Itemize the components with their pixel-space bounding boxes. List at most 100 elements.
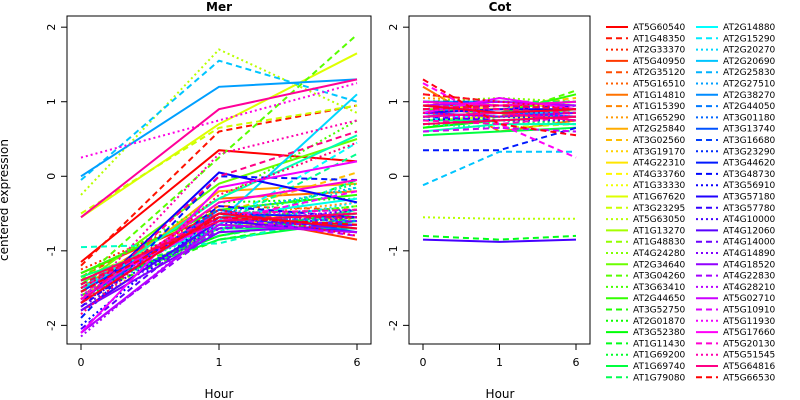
legend-label: AT5G66530 (723, 373, 776, 383)
series-line (80, 119, 358, 300)
legend-label: AT3G02560 (633, 136, 686, 146)
x-tick-label: 6 (354, 356, 361, 369)
series-line (423, 126, 577, 152)
series-line (80, 201, 358, 282)
y-axis-title: centered expression (0, 139, 11, 261)
legend-label: AT4G22310 (633, 159, 686, 169)
legend-label: AT3G23295 (633, 204, 685, 214)
legend-label: AT2G25840 (633, 125, 686, 135)
series-line (423, 104, 577, 111)
x-tick-label: 0 (420, 356, 427, 369)
series-line (422, 111, 577, 118)
y-tick-label: 1 (387, 98, 400, 105)
legend-label: AT5G60540 (633, 23, 686, 33)
series-line (80, 52, 358, 219)
series-line (80, 160, 358, 334)
y-tick-label: -2 (45, 320, 58, 331)
y-tick-label: -1 (45, 245, 58, 256)
panel-title-mer: Mer (206, 0, 232, 14)
y-tick-label: 2 (45, 24, 58, 31)
legend-label: AT5G51545 (723, 351, 775, 361)
series-line (422, 126, 577, 137)
legend-label: AT1G48350 (633, 34, 686, 44)
series-line (80, 216, 357, 286)
series-line (80, 216, 358, 308)
x-tick-label: 6 (573, 356, 580, 369)
series-line (80, 216, 358, 338)
legend-label: AT1G15390 (633, 102, 686, 112)
legend-label: AT2G01870 (633, 317, 686, 327)
legend-label: AT1G13270 (633, 226, 686, 236)
series-line (80, 104, 358, 215)
series-line (80, 216, 358, 293)
series-line (422, 123, 577, 133)
panel-mer: Mer Hour -2 -1 0 1 2 0 1 6 (45, 0, 372, 400)
series-line (80, 78, 358, 178)
legend-label: AT1G79080 (633, 373, 686, 383)
series-line (422, 115, 577, 122)
series-line (422, 238, 577, 243)
y-tick-label: -2 (387, 320, 400, 331)
legend-label: AT1G33330 (633, 181, 686, 191)
series-line (80, 104, 358, 267)
legend-label: AT1G11430 (633, 339, 686, 349)
series-line (80, 33, 358, 282)
series-line (80, 212, 358, 282)
legend-label: AT5G64816 (723, 362, 776, 372)
legend-label: AT1G48830 (633, 238, 686, 248)
legend-label: AT4G18520 (723, 260, 776, 270)
series-group (422, 78, 577, 243)
series-line (423, 100, 577, 107)
legend-label: AT3G13740 (723, 125, 776, 135)
legend-label: AT3G52380 (633, 328, 686, 338)
series-line (422, 89, 577, 129)
series-line (422, 82, 577, 159)
legend-label: AT3G44620 (723, 159, 776, 169)
legend-label: AT3G01180 (723, 113, 776, 123)
series-line (422, 126, 577, 133)
legend-label: AT1G14810 (633, 91, 686, 101)
legend-label: AT1G69200 (633, 351, 686, 361)
legend-label: AT1G65290 (633, 113, 686, 123)
legend-label: AT2G25830 (723, 68, 776, 78)
series-line (422, 104, 577, 114)
legend-label: AT5G11930 (723, 317, 776, 327)
series-line (80, 175, 358, 319)
legend-label: AT3G23290 (723, 147, 776, 157)
legend-label: AT5G16510 (633, 80, 686, 90)
series-line (422, 234, 577, 241)
series-line (80, 212, 358, 282)
legend-label: AT5G10910 (723, 306, 776, 316)
legend-label: AT5G20130 (723, 339, 776, 349)
series-line (80, 205, 358, 308)
x-tick-label: 1 (496, 356, 503, 369)
y-tick-label: -1 (387, 245, 400, 256)
legend-label: AT2G44050 (723, 102, 776, 112)
series-line (80, 149, 358, 263)
panel-title-cot: Cot (489, 0, 512, 14)
series-line (422, 150, 576, 187)
legend-label: AT1G69740 (633, 362, 686, 372)
legend-label: AT2G44650 (633, 294, 686, 304)
series-group (80, 33, 358, 338)
series-line (80, 212, 358, 304)
legend-label: AT3G04260 (633, 272, 686, 282)
series-line (422, 104, 577, 114)
legend-label: AT2G20690 (723, 57, 776, 67)
legend-label: AT4G22830 (723, 272, 776, 282)
y-tick-label: 2 (387, 24, 400, 31)
legend-label: AT2G27510 (723, 80, 776, 90)
legend-label: AT3G48730 (723, 170, 776, 180)
series-line (422, 78, 577, 137)
legend-label: AT2G38270 (723, 91, 776, 101)
legend-label: AT5G40950 (633, 57, 686, 67)
y-tick-label: 0 (387, 173, 400, 180)
series-line (422, 123, 576, 133)
legend-label: AT5G63050 (633, 215, 686, 225)
legend-label: AT3G57780 (723, 204, 776, 214)
legend-label: AT3G63410 (633, 283, 686, 293)
legend-label: AT1G67620 (633, 193, 686, 203)
legend-label: AT2G33370 (633, 46, 686, 56)
